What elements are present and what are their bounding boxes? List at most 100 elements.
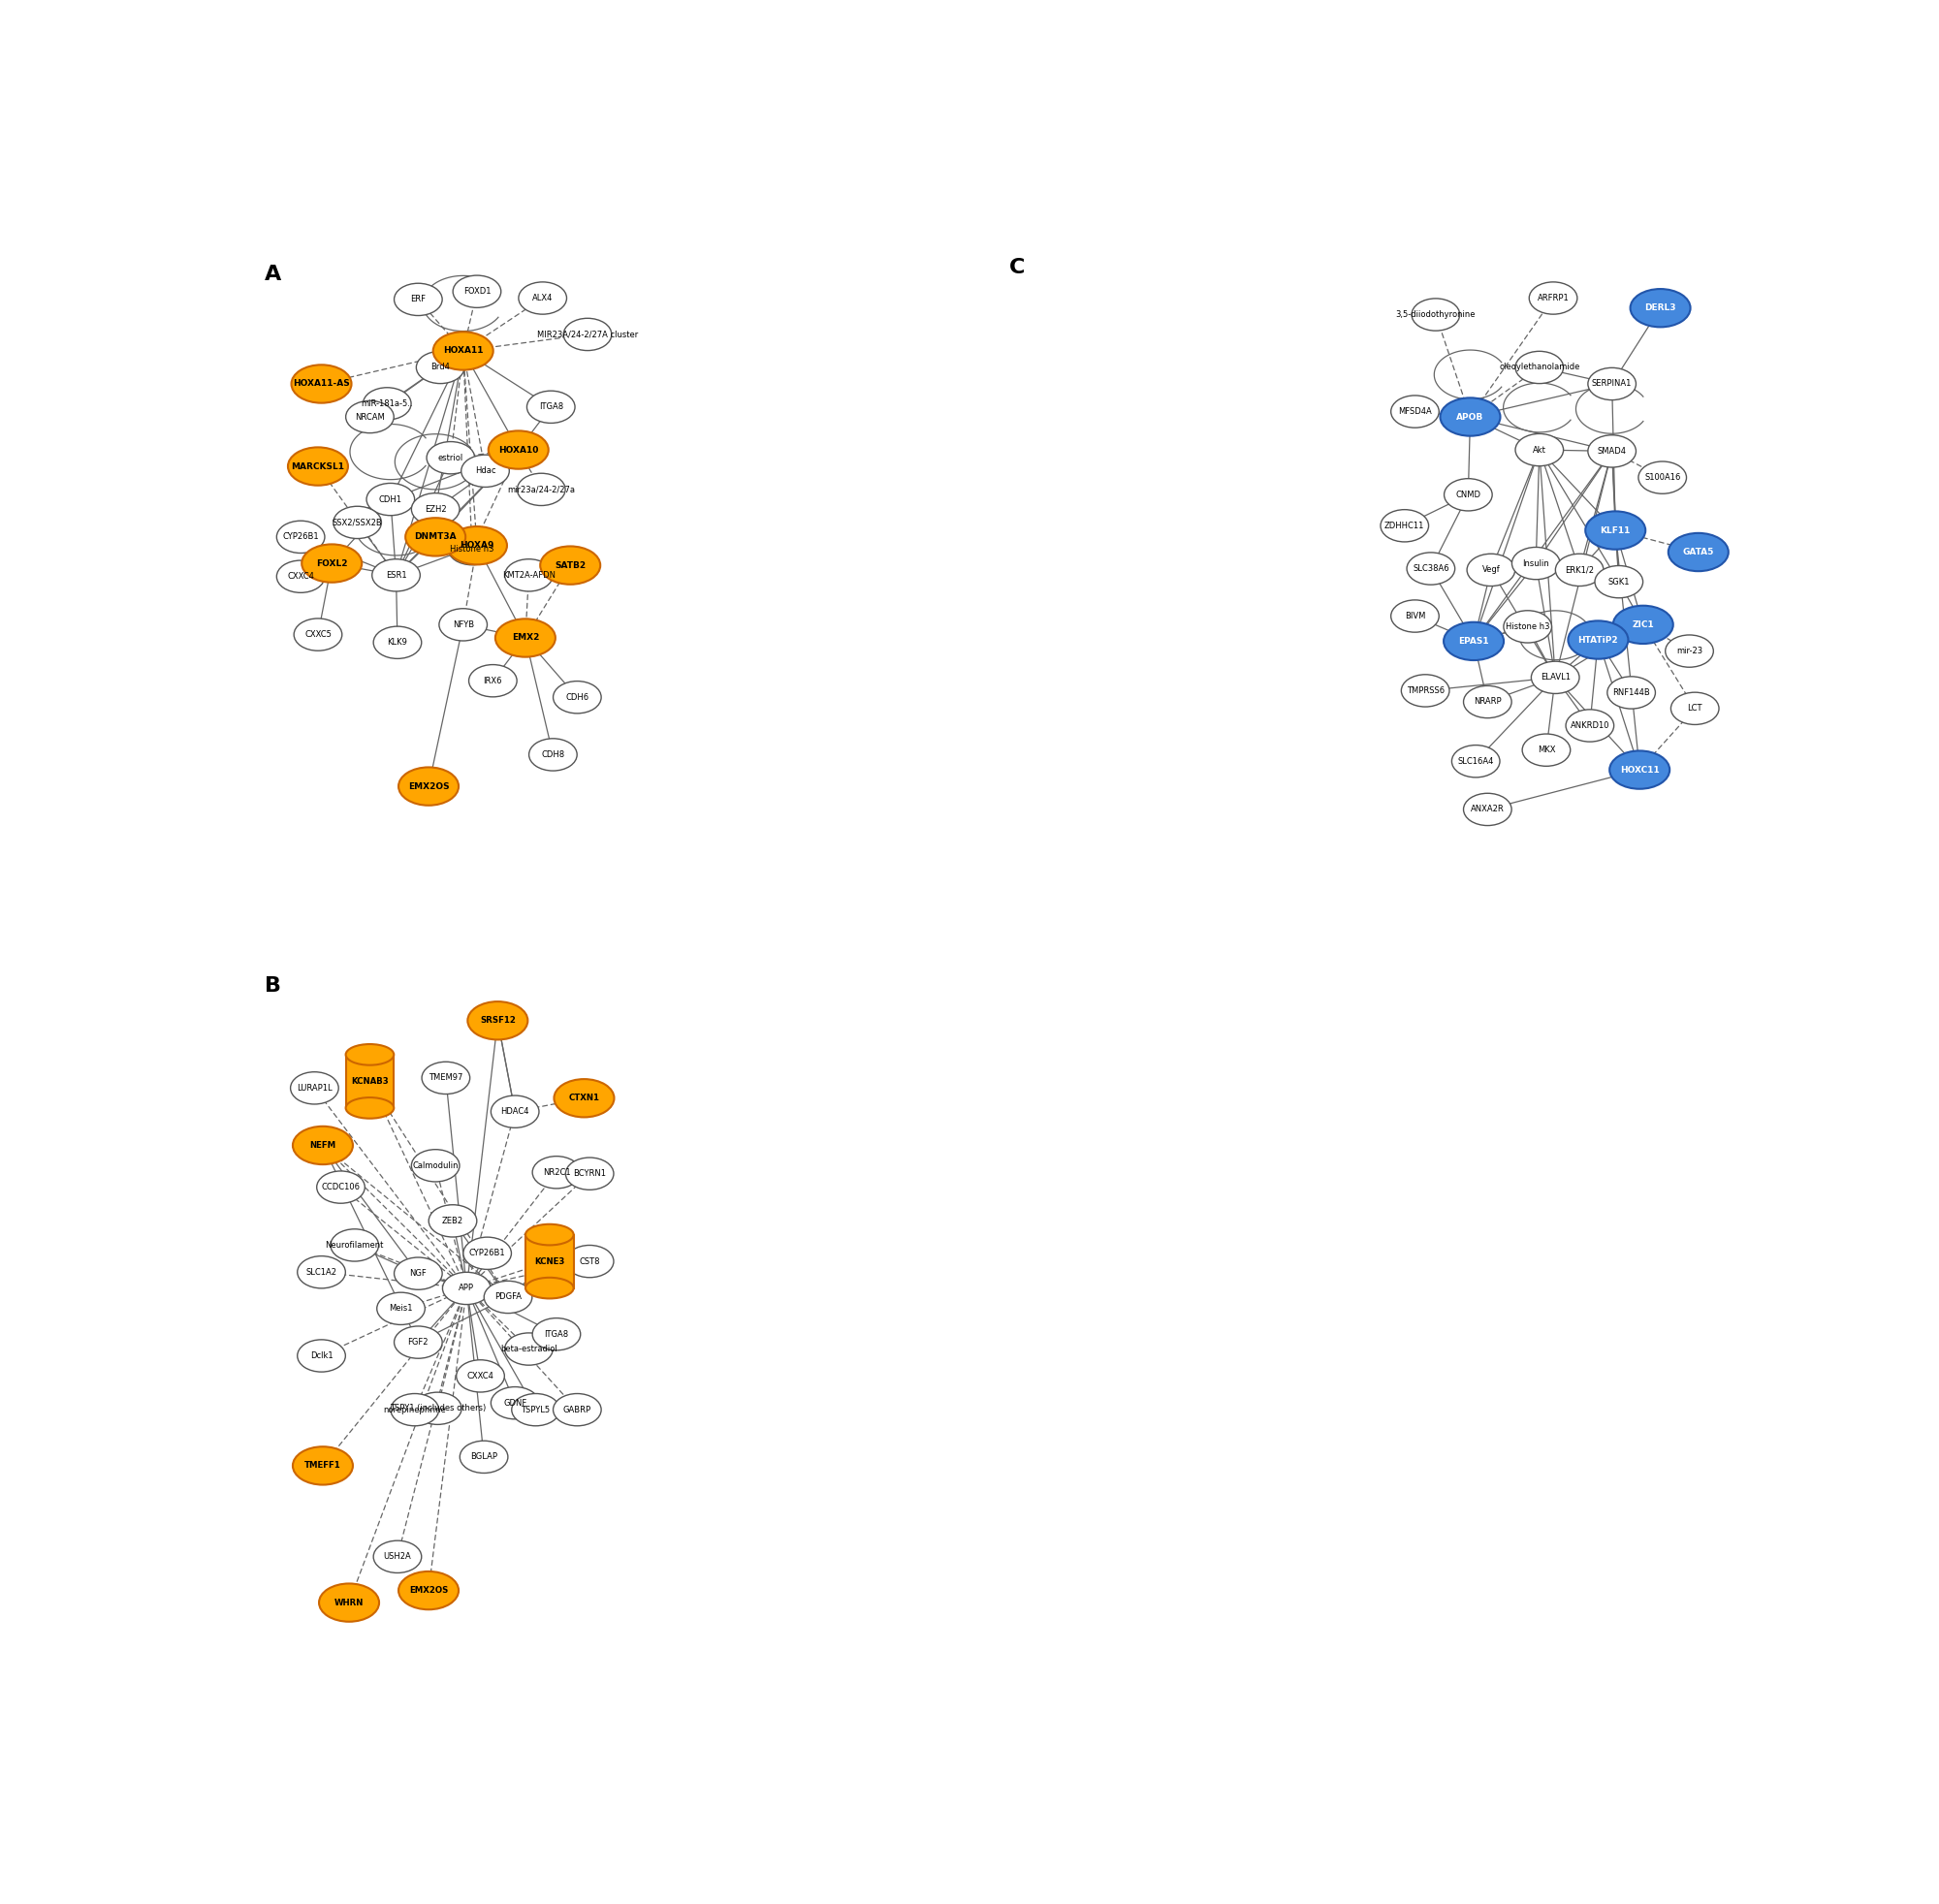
Text: ESR1: ESR1 — [386, 571, 407, 579]
Ellipse shape — [525, 1278, 574, 1299]
Ellipse shape — [1381, 510, 1429, 543]
Ellipse shape — [553, 1394, 601, 1426]
Ellipse shape — [1631, 289, 1691, 327]
Ellipse shape — [1408, 552, 1454, 585]
Ellipse shape — [491, 1386, 539, 1418]
Text: HOXA9: HOXA9 — [460, 541, 494, 550]
Ellipse shape — [553, 682, 601, 714]
Ellipse shape — [485, 1281, 531, 1314]
Text: MARCKSL1: MARCKSL1 — [291, 463, 345, 470]
Ellipse shape — [297, 1340, 345, 1373]
Ellipse shape — [374, 626, 421, 659]
Ellipse shape — [1452, 744, 1501, 777]
Ellipse shape — [423, 1062, 469, 1095]
Text: Akt: Akt — [1532, 446, 1545, 455]
Text: GDNF: GDNF — [504, 1399, 527, 1407]
Text: ANXA2R: ANXA2R — [1470, 805, 1505, 813]
FancyBboxPatch shape — [525, 1234, 574, 1287]
Text: EMX2OS: EMX2OS — [409, 1586, 448, 1596]
Text: EMX2OS: EMX2OS — [407, 783, 450, 790]
Ellipse shape — [438, 609, 487, 642]
Ellipse shape — [366, 484, 415, 516]
Ellipse shape — [372, 560, 421, 592]
Text: LCT: LCT — [1687, 704, 1702, 712]
Text: CXXC5: CXXC5 — [304, 630, 332, 640]
Ellipse shape — [525, 1224, 574, 1245]
Text: KLF11: KLF11 — [1600, 526, 1631, 535]
Ellipse shape — [1613, 605, 1673, 644]
Ellipse shape — [491, 1095, 539, 1127]
Text: beta-estradiol: beta-estradiol — [500, 1344, 556, 1354]
Text: KLK9: KLK9 — [388, 638, 407, 647]
Text: SLC1A2: SLC1A2 — [306, 1268, 337, 1276]
Text: NGF: NGF — [409, 1270, 427, 1278]
Text: KMT2A-AFDN: KMT2A-AFDN — [502, 571, 555, 579]
Text: CNMD: CNMD — [1456, 491, 1481, 499]
Text: ZEB2: ZEB2 — [442, 1217, 463, 1226]
Ellipse shape — [287, 447, 347, 486]
Ellipse shape — [297, 1257, 345, 1289]
Text: TMEM97: TMEM97 — [429, 1074, 463, 1081]
Ellipse shape — [533, 1318, 580, 1350]
Text: BCYRN1: BCYRN1 — [574, 1169, 607, 1179]
Ellipse shape — [533, 1156, 580, 1188]
Text: SERPINA1: SERPINA1 — [1592, 379, 1633, 388]
Ellipse shape — [427, 442, 475, 474]
Text: CDH8: CDH8 — [541, 750, 564, 760]
Ellipse shape — [1609, 750, 1669, 788]
Ellipse shape — [295, 619, 341, 651]
Text: CST8: CST8 — [580, 1257, 599, 1266]
Text: FGF2: FGF2 — [407, 1339, 429, 1346]
Ellipse shape — [1671, 693, 1720, 725]
Ellipse shape — [320, 1584, 380, 1622]
Text: MKX: MKX — [1538, 746, 1555, 754]
Ellipse shape — [1607, 676, 1656, 708]
Text: NRARP: NRARP — [1474, 697, 1501, 706]
Text: HDAC4: HDAC4 — [500, 1108, 529, 1116]
Text: LURAP1L: LURAP1L — [297, 1083, 332, 1093]
Ellipse shape — [399, 1571, 460, 1609]
Ellipse shape — [429, 1205, 477, 1238]
Ellipse shape — [442, 1272, 491, 1304]
Text: BGLAP: BGLAP — [471, 1453, 498, 1460]
Text: KCNAB3: KCNAB3 — [351, 1078, 388, 1085]
Text: FOXD1: FOXD1 — [463, 288, 491, 295]
Text: BIVM: BIVM — [1404, 611, 1425, 621]
Text: HTATiP2: HTATiP2 — [1578, 636, 1619, 644]
Text: HOXC11: HOXC11 — [1619, 765, 1660, 775]
Ellipse shape — [1412, 299, 1460, 331]
Text: Histone h3: Histone h3 — [1505, 623, 1549, 630]
Text: GABRP: GABRP — [562, 1405, 591, 1415]
Text: Histone h3: Histone h3 — [450, 545, 494, 554]
Ellipse shape — [293, 1447, 353, 1485]
Ellipse shape — [1516, 350, 1563, 383]
Text: CXXC4: CXXC4 — [287, 573, 314, 581]
Ellipse shape — [390, 1394, 438, 1426]
Ellipse shape — [1468, 554, 1514, 586]
Text: EZH2: EZH2 — [425, 505, 446, 514]
Ellipse shape — [527, 390, 576, 423]
Ellipse shape — [446, 527, 506, 565]
Text: B: B — [266, 977, 281, 996]
Ellipse shape — [518, 282, 566, 314]
Text: mir23a/24-2/27a: mir23a/24-2/27a — [508, 486, 576, 493]
Ellipse shape — [345, 400, 394, 432]
Text: 3,5-diiodothyronine: 3,5-diiodothyronine — [1396, 310, 1476, 320]
Ellipse shape — [541, 546, 601, 585]
Text: ARFRP1: ARFRP1 — [1538, 293, 1569, 303]
Ellipse shape — [316, 1171, 365, 1203]
Text: ZIC1: ZIC1 — [1633, 621, 1654, 628]
Ellipse shape — [1402, 674, 1448, 706]
Text: RNF144B: RNF144B — [1613, 687, 1650, 697]
Ellipse shape — [1588, 434, 1637, 466]
Text: APOB: APOB — [1456, 413, 1483, 421]
Ellipse shape — [302, 545, 363, 583]
Text: CDH6: CDH6 — [566, 693, 589, 701]
Ellipse shape — [469, 664, 518, 697]
Text: USH2A: USH2A — [384, 1552, 411, 1561]
Text: CXXC4: CXXC4 — [467, 1371, 494, 1380]
Ellipse shape — [405, 518, 465, 556]
Text: NR2C1: NR2C1 — [543, 1167, 570, 1177]
Ellipse shape — [345, 1043, 394, 1064]
Text: PDGFA: PDGFA — [494, 1293, 522, 1302]
